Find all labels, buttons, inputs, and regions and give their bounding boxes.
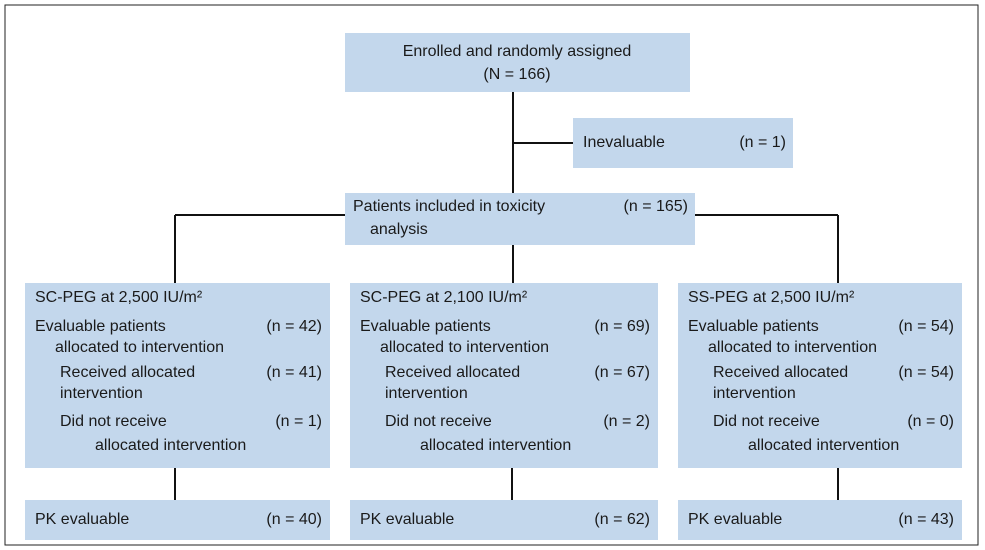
count: (n = 67)	[594, 364, 650, 381]
row-text: Did not receive	[385, 413, 492, 430]
toxicity-box	[345, 193, 695, 245]
pk-box	[25, 500, 330, 540]
count: (n = 41)	[266, 364, 322, 381]
arm-box	[350, 283, 658, 468]
frame	[4, 4, 979, 546]
row-text: allocated to intervention	[55, 339, 224, 356]
pk-label: PK evaluable	[35, 511, 129, 528]
count: (n = 165)	[624, 198, 688, 215]
count: (n = 0)	[907, 413, 954, 430]
row-text: Evaluable patients	[688, 318, 819, 335]
count: (n = 40)	[266, 511, 322, 528]
arm-title: SS-PEG at 2,500 IU/m²	[688, 289, 855, 306]
row-text: Received allocated	[60, 364, 195, 381]
arm-box	[25, 283, 330, 468]
pk-box	[350, 500, 658, 540]
pk-box	[678, 500, 962, 540]
count: (n = 1)	[275, 413, 322, 430]
box-text: (N = 166)	[483, 66, 550, 83]
row-text: Evaluable patients	[360, 318, 491, 335]
count: (n = 1)	[739, 134, 786, 151]
row-text: allocated intervention	[420, 437, 571, 454]
row-text: intervention	[385, 385, 468, 402]
row-text: Did not receive	[60, 413, 167, 430]
row-text: allocated intervention	[95, 437, 246, 454]
count: (n = 54)	[898, 318, 954, 335]
enrolled-box	[345, 33, 690, 92]
row-text: allocated to intervention	[708, 339, 877, 356]
row-text: allocated intervention	[748, 437, 899, 454]
row-text: Did not receive	[713, 413, 820, 430]
count: (n = 42)	[266, 318, 322, 335]
count: (n = 2)	[603, 413, 650, 430]
box-text: analysis	[370, 221, 428, 238]
count: (n = 69)	[594, 318, 650, 335]
row-text: intervention	[60, 385, 143, 402]
connector	[174, 92, 839, 500]
pk-label: PK evaluable	[688, 511, 782, 528]
excluded-box	[573, 118, 793, 168]
box-text: Patients included in toxicity	[353, 198, 545, 215]
row-text: allocated to intervention	[380, 339, 549, 356]
row-text: Received allocated	[713, 364, 848, 381]
count: (n = 43)	[898, 511, 954, 528]
arm-title: SC-PEG at 2,500 IU/m²	[35, 289, 203, 306]
box-text: Enrolled and randomly assigned	[403, 43, 632, 60]
arm-box	[678, 283, 962, 468]
box-text: Inevaluable	[583, 134, 665, 151]
count: (n = 62)	[594, 511, 650, 528]
row-text: Received allocated	[385, 364, 520, 381]
row-text: Evaluable patients	[35, 318, 166, 335]
row-text: intervention	[713, 385, 796, 402]
pk-label: PK evaluable	[360, 511, 454, 528]
count: (n = 54)	[898, 364, 954, 381]
arm-title: SC-PEG at 2,100 IU/m²	[360, 289, 528, 306]
